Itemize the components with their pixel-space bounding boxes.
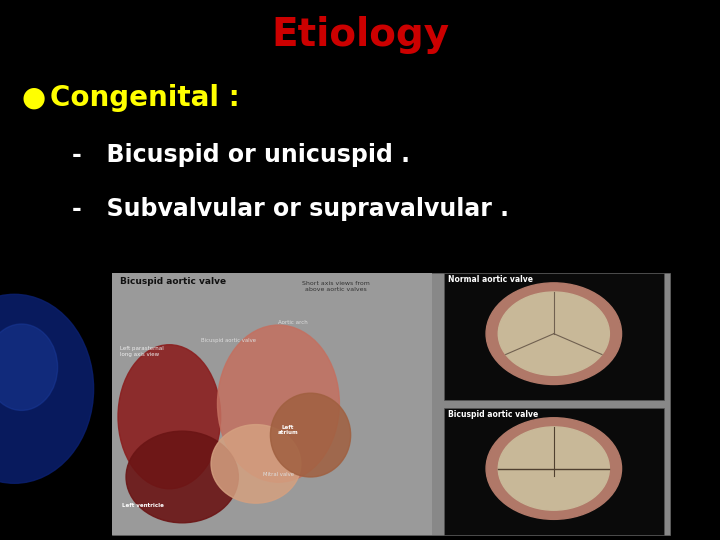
FancyBboxPatch shape	[444, 273, 664, 400]
FancyBboxPatch shape	[112, 273, 670, 535]
Circle shape	[486, 418, 621, 519]
Ellipse shape	[211, 424, 301, 503]
Text: Left
atrium: Left atrium	[278, 424, 298, 435]
Text: Aortic arch: Aortic arch	[279, 320, 308, 325]
FancyBboxPatch shape	[444, 408, 664, 535]
Text: Bicuspid aortic valve: Bicuspid aortic valve	[120, 277, 226, 286]
Text: Etiology: Etiology	[271, 16, 449, 54]
Text: Normal aortic valve: Normal aortic valve	[448, 275, 533, 285]
Circle shape	[498, 427, 609, 510]
Circle shape	[486, 283, 621, 384]
Text: -   Bicuspid or unicuspid .: - Bicuspid or unicuspid .	[72, 143, 410, 167]
Text: Bicuspid aortic valve: Bicuspid aortic valve	[202, 338, 256, 343]
Text: -   Subvalvular or supravalvular .: - Subvalvular or supravalvular .	[72, 197, 509, 221]
Text: Left ventricle: Left ventricle	[122, 503, 164, 508]
Ellipse shape	[118, 345, 221, 489]
Text: Left parasternal
long axis view: Left parasternal long axis view	[120, 346, 164, 357]
Text: ●: ●	[22, 84, 46, 112]
Ellipse shape	[0, 324, 58, 410]
Text: Bicuspid aortic valve: Bicuspid aortic valve	[448, 410, 538, 419]
FancyBboxPatch shape	[112, 273, 433, 535]
Ellipse shape	[0, 294, 94, 483]
Circle shape	[498, 292, 609, 375]
Ellipse shape	[271, 393, 351, 477]
Text: Congenital :: Congenital :	[50, 84, 240, 112]
Ellipse shape	[217, 325, 339, 482]
Text: Mitral valve: Mitral valve	[263, 472, 294, 477]
Ellipse shape	[126, 431, 238, 523]
Text: Short axis views from
above aortic valves: Short axis views from above aortic valve…	[302, 281, 370, 292]
